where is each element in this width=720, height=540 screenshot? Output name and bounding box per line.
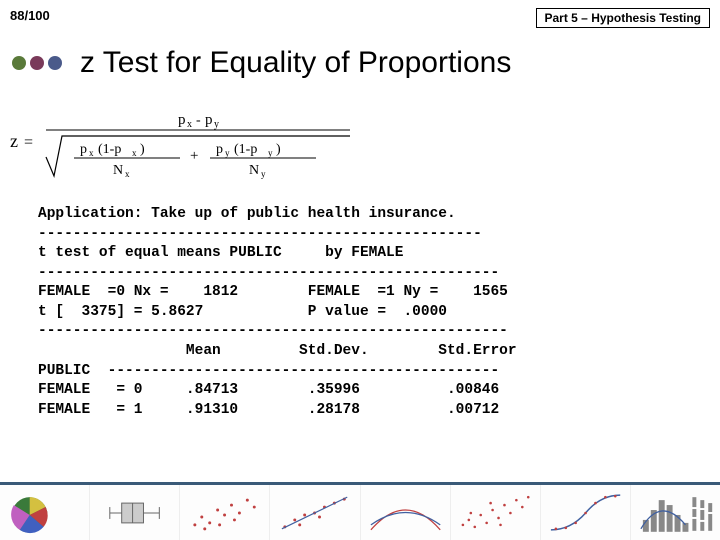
thumb-curves: [361, 485, 451, 540]
bullet-1: [12, 56, 26, 70]
part-label-box: Part 5 – Hypothesis Testing: [536, 8, 711, 28]
bullet-2: [30, 56, 44, 70]
num-minus: -: [196, 113, 201, 128]
thumb-logistic: [541, 485, 631, 540]
bullet-3: [48, 56, 62, 70]
denom-plus: +: [190, 148, 198, 164]
footer-thumbnail-strip: [0, 482, 720, 540]
title-row: z Test for Equality of Proportions: [0, 46, 720, 80]
denom-py: p: [216, 142, 223, 157]
denom-px: p: [80, 142, 87, 157]
denom-1mpx: (1-p: [98, 142, 121, 157]
thumb-hist-bars: [631, 485, 720, 540]
stat-output-block: Application: Take up of public health in…: [38, 205, 720, 420]
num-px: p: [178, 112, 186, 128]
thumb-scatter: [180, 485, 270, 540]
thumb-pie: [0, 485, 90, 540]
formula-lhs: z: [10, 131, 18, 151]
num-py: p: [205, 112, 213, 128]
num-px-sub: x: [187, 119, 192, 130]
thumb-scatter-line: [270, 485, 360, 540]
denom-Ny: N: [249, 163, 259, 178]
title-bullets: [12, 56, 62, 70]
page-number: 88/100: [10, 8, 50, 23]
z-formula: z = p x - p y p x (1-p x ) N x + p y (1-…: [0, 102, 360, 182]
num-py-sub: y: [214, 119, 219, 130]
denom-1mpx-sub: x: [132, 148, 137, 158]
thumb-scatter-dense: [451, 485, 541, 540]
denom-1mpy: (1-p: [234, 142, 257, 157]
formula-equals: =: [24, 134, 33, 151]
denom-px-sub: x: [89, 148, 94, 158]
denom-close2: ): [276, 142, 281, 157]
denom-1mpy-sub: y: [268, 148, 273, 158]
denom-py-sub: y: [225, 148, 230, 158]
denom-Nx: N: [113, 163, 123, 178]
denom-Nx-sub: x: [125, 169, 130, 179]
slide-title: z Test for Equality of Proportions: [80, 46, 511, 80]
denom-Ny-sub: y: [261, 169, 266, 179]
thumb-boxplot: [90, 485, 180, 540]
denom-close1: ): [140, 142, 145, 157]
